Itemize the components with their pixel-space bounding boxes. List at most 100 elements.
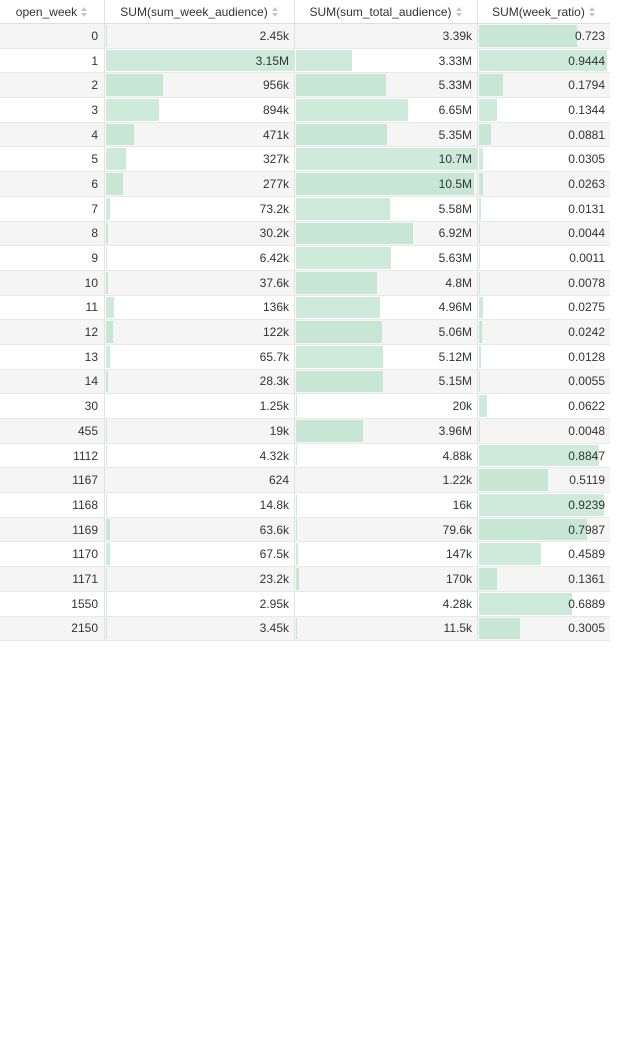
cell-value: 4.96M xyxy=(438,300,472,315)
value-bar xyxy=(296,99,409,121)
cell-open-week: 3 xyxy=(0,98,104,122)
cell-value: 4 xyxy=(91,127,98,142)
value-bar xyxy=(106,74,164,97)
value-bar xyxy=(296,74,387,97)
header-sum-week-ratio[interactable]: SUM(week_ratio) xyxy=(477,0,610,23)
header-sum-total-audience[interactable]: SUM(sum_total_audience) xyxy=(294,0,477,23)
cell-value: 170k xyxy=(445,571,472,586)
cell-value: 4.32k xyxy=(259,448,289,463)
table-row: 1 3.15M 3.33M 0.9444 xyxy=(0,48,610,74)
cell-total-audience: 79.6k xyxy=(294,517,477,542)
cell-week-ratio: 0.0011 xyxy=(477,246,610,270)
cell-value: 3 xyxy=(91,102,98,117)
sort-icon[interactable] xyxy=(588,6,596,17)
cell-week-ratio: 0.0242 xyxy=(477,320,610,344)
cell-value: 2 xyxy=(91,78,98,93)
cell-value: 0.0305 xyxy=(568,152,605,167)
sort-icon[interactable] xyxy=(271,6,279,17)
cell-value: 9 xyxy=(91,251,98,266)
cell-week-ratio: 0.5119 xyxy=(477,468,610,493)
cell-value: 1168 xyxy=(72,497,98,512)
value-bar xyxy=(479,420,480,442)
cell-open-week: 1169 xyxy=(0,518,104,542)
cell-week-ratio: 0.9444 xyxy=(477,48,610,73)
cell-value: 147k xyxy=(445,547,472,562)
cell-value: 3.96M xyxy=(438,423,472,438)
cell-value: 0.723 xyxy=(574,28,605,43)
table-row: 6 277k 10.5M 0.0263 xyxy=(0,172,610,197)
cell-value: 30.2k xyxy=(259,226,289,241)
cell-week-audience: 136k xyxy=(104,295,294,320)
cell-value: 11 xyxy=(85,300,98,315)
value-bar xyxy=(479,543,542,566)
cell-week-ratio: 0.8847 xyxy=(477,443,610,468)
cell-value: 0.0275 xyxy=(568,300,605,315)
cell-value: 14 xyxy=(84,374,98,389)
cell-total-audience: 5.12M xyxy=(294,344,477,369)
cell-week-audience: 30.2k xyxy=(104,221,294,246)
cell-value: 2.95k xyxy=(259,596,289,611)
cell-value: 12 xyxy=(84,325,98,340)
value-bar xyxy=(296,543,299,566)
value-bar xyxy=(479,148,484,171)
table-row: 12 122k 5.06M 0.0242 xyxy=(0,320,610,345)
cell-value: 19k xyxy=(269,423,289,438)
cell-value: 0.0055 xyxy=(568,374,605,389)
table-row: 4 471k 5.35M 0.0881 xyxy=(0,122,610,148)
cell-week-audience: 37.6k xyxy=(104,270,294,295)
cell-total-audience: 10.7M xyxy=(294,147,477,172)
cell-week-ratio: 0.1794 xyxy=(477,73,610,98)
value-bar xyxy=(479,370,480,393)
cell-value: 5.12M xyxy=(438,349,472,364)
cell-value: 1169 xyxy=(72,522,98,537)
cell-open-week: 12 xyxy=(0,320,104,344)
value-bar xyxy=(106,49,294,72)
cell-total-audience: 5.58M xyxy=(294,196,477,221)
cell-value: 4.8M xyxy=(445,275,472,290)
cell-value: 1.25k xyxy=(259,399,289,414)
cell-open-week: 1171 xyxy=(0,567,104,591)
value-bar xyxy=(479,123,491,146)
header-sum-week-audience[interactable]: SUM(sum_week_audience) xyxy=(104,0,294,23)
cell-value: 6 xyxy=(91,176,98,191)
cell-value: 122k xyxy=(262,325,289,340)
cell-value: 0.0263 xyxy=(568,176,605,191)
sort-icon[interactable] xyxy=(455,6,463,17)
table-row: 14 28.3k 5.15M 0.0055 xyxy=(0,369,610,395)
cell-week-audience: 63.6k xyxy=(104,517,294,542)
cell-week-audience: 624 xyxy=(104,468,294,493)
header-open-week[interactable]: open_week xyxy=(0,0,104,23)
cell-week-audience: 471k xyxy=(104,122,294,147)
value-bar xyxy=(106,271,109,294)
cell-value: 10 xyxy=(84,275,98,290)
table-row: 1171 23.2k 170k 0.1361 xyxy=(0,567,610,592)
table-row: 5 327k 10.7M 0.0305 xyxy=(0,147,610,173)
cell-open-week: 1170 xyxy=(0,542,104,566)
cell-open-week: 455 xyxy=(0,419,104,443)
value-bar xyxy=(479,99,498,121)
table-row: 455 19k 3.96M 0.0048 xyxy=(0,419,610,444)
cell-week-ratio: 0.0275 xyxy=(477,295,610,320)
table-row: 1167 624 1.22k 0.5119 xyxy=(0,468,610,494)
cell-week-audience: 6.42k xyxy=(104,246,294,270)
cell-value: 0.0044 xyxy=(568,226,605,241)
value-bar xyxy=(106,420,108,442)
cell-value: 3.33M xyxy=(438,53,472,68)
value-bar xyxy=(296,197,391,220)
table-row: 13 65.7k 5.12M 0.0128 xyxy=(0,344,610,370)
table-row: 0 2.45k 3.39k 0.723 xyxy=(0,24,610,49)
value-bar xyxy=(479,222,480,245)
cell-total-audience: 10.5M xyxy=(294,172,477,196)
cell-value: 0.9239 xyxy=(568,497,605,512)
sort-icon[interactable] xyxy=(81,6,88,17)
cell-total-audience: 6.92M xyxy=(294,221,477,246)
cell-week-ratio: 0.0131 xyxy=(477,196,610,221)
cell-value: 1.22k xyxy=(442,473,472,488)
cell-open-week: 1168 xyxy=(0,493,104,517)
cell-total-audience: 5.33M xyxy=(294,73,477,98)
cell-value: 1167 xyxy=(72,473,98,488)
cell-value: 1112 xyxy=(73,448,98,463)
value-bar xyxy=(479,395,488,417)
cell-week-audience: 1.25k xyxy=(104,394,294,418)
value-bar xyxy=(106,518,110,541)
